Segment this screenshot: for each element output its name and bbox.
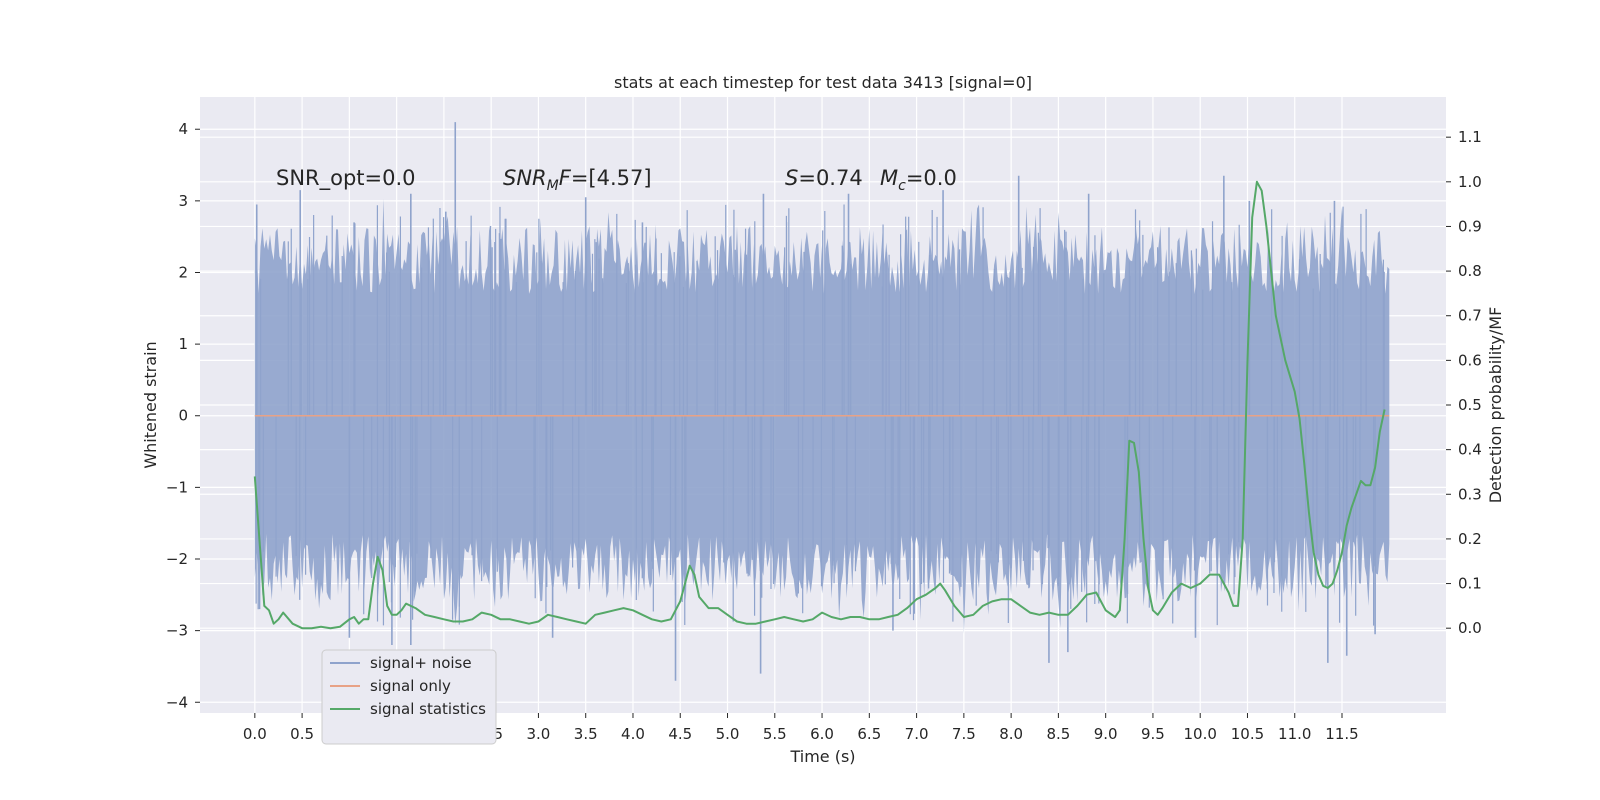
annotation-snr-mf: SNRMF=[4.57] [503,166,652,194]
snr-mf-letter: F [559,166,572,190]
legend-label-signal-statistics: signal statistics [370,700,486,718]
mc-symbol: M [880,166,898,190]
annotation-snr-opt: SNR_opt=0.0 [276,166,416,191]
x-tick-label: 5.5 [763,725,787,743]
y2-tick-label: 0.9 [1458,217,1482,235]
series-signal-statistics [253,180,1386,630]
y2-tick-label: 0.3 [1458,485,1482,503]
y2-tick-label: 0.0 [1458,619,1482,637]
y-axis-label: Whitened strain [141,341,160,468]
x-tick-label: 11.0 [1278,725,1311,743]
x-tick-label: 8.0 [999,725,1023,743]
chart-title: stats at each timestep for test data 341… [614,73,1032,92]
legend: signal+ noise signal only signal statist… [321,649,497,745]
y2-tick-label: 0.5 [1458,396,1482,414]
y2-tick-label: 0.8 [1458,262,1482,280]
legend-label-signal-only: signal only [370,677,451,695]
x-tick-label: 6.5 [857,725,881,743]
x-tick-label: 4.0 [621,725,645,743]
y-tick-label: 2 [178,263,188,281]
y2-axis-label: Detection probability/MF [1486,307,1505,504]
annotation-mc: Mc=0.0 [880,166,957,194]
y2-tick-label: 1.1 [1458,128,1482,146]
y-tick-label: −4 [166,693,188,711]
snr-mf-subscript: M [547,178,559,194]
x-tick-label: 8.5 [1046,725,1070,743]
x-tick-label: 10.0 [1184,725,1217,743]
x-tick-label: 0.0 [243,725,267,743]
y-ticks: −4 −3 −2 −1 0 1 2 3 4 [166,120,200,711]
y2-ticks: 0.0 0.1 0.2 0.3 0.4 0.5 0.6 0.7 0.8 0.9 1.0 1.1 [1446,128,1482,637]
x-tick-label: 7.5 [952,725,976,743]
x-tick-label: 0.5 [290,725,314,743]
mc-subscript: c [898,178,906,194]
x-tick-label: 6.0 [810,725,834,743]
x-tick-label: 5.0 [716,725,740,743]
y2-tick-label: 0.6 [1458,351,1482,369]
x-tick-label: 7.0 [905,725,929,743]
noise-spikes [255,122,1385,681]
y-tick-label: −2 [166,550,188,568]
y2-tick-label: 1.0 [1458,173,1482,191]
y2-tick-label: 0.7 [1458,307,1482,325]
y-tick-label: 0 [178,407,188,425]
mc-value: =0.0 [906,166,957,190]
x-tick-label: 11.5 [1325,725,1358,743]
snr-mf-value: =[4.57] [571,166,652,190]
s-symbol: S [785,166,798,190]
x-tick-label: 3.0 [527,725,551,743]
y-tick-label: −1 [166,478,188,496]
annotation-s: S=0.74 [785,166,863,190]
y-tick-label: 4 [178,120,188,138]
x-tick-label: 9.0 [1094,725,1118,743]
x-axis-label: Time (s) [789,747,855,766]
snr-mf-symbol: SNR [503,166,547,190]
legend-label-signal-noise: signal+ noise [370,654,472,672]
s-value: =0.74 [798,166,862,190]
x-tick-label: 3.5 [574,725,598,743]
x-tick-label: 10.5 [1231,725,1264,743]
y-tick-label: 1 [178,335,188,353]
y2-tick-label: 0.2 [1458,530,1482,548]
legend-box [321,649,497,745]
y2-tick-label: 0.4 [1458,441,1482,459]
y-tick-label: 3 [178,192,188,210]
y2-tick-label: 0.1 [1458,575,1482,593]
x-tick-label: 4.5 [668,725,692,743]
x-tick-label: 9.5 [1141,725,1165,743]
y-tick-label: −3 [166,622,188,640]
